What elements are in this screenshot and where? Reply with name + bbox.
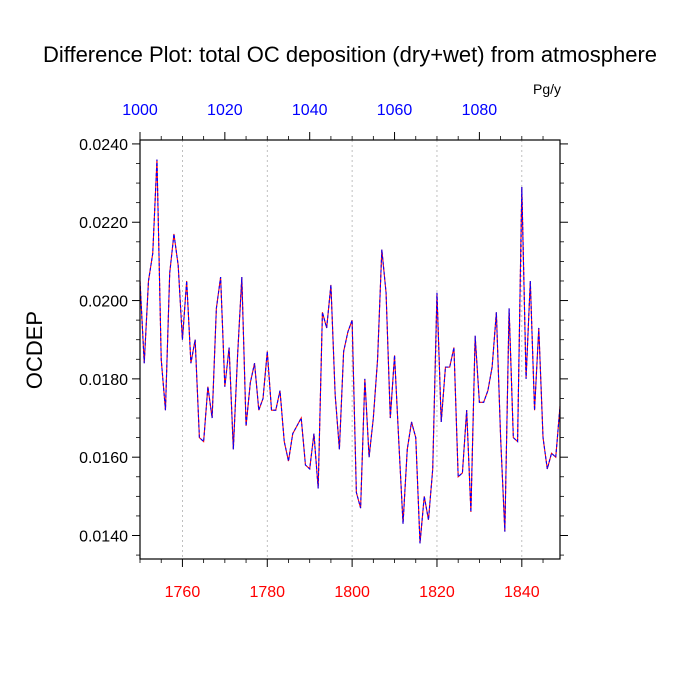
tick-labels: 0.0140 0.0160 0.0180 0.0200 0.0220 0.0240 1760…: [79, 102, 540, 601]
data-series: [139, 159, 561, 544]
x-tick-label-bottom-0: 1760: [165, 584, 201, 601]
x-tick-label-top-3: 1060: [377, 102, 413, 119]
y-tick-label-5: 0.0240: [79, 137, 128, 154]
y-tick-label-1: 0.0160: [79, 450, 128, 467]
chart-title: Difference Plot: total OC deposition (dr…: [43, 42, 657, 67]
series-line-1: [139, 159, 561, 544]
x-tick-label-bottom-2: 1800: [334, 584, 370, 601]
units-label: Pg/y: [533, 81, 561, 97]
y-tick-label-2: 0.0180: [79, 372, 128, 389]
x-tick-label-top-0: 1000: [122, 102, 158, 119]
x-tick-label-bottom-1: 1780: [249, 584, 285, 601]
x-tick-label-bottom-4: 1840: [504, 584, 540, 601]
y-tick-label-0: 0.0140: [79, 529, 128, 546]
x-tick-label-top-1: 1020: [207, 102, 243, 119]
axis-ticks: [132, 132, 568, 567]
y-tick-label-4: 0.0220: [79, 215, 128, 232]
x-tick-label-top-4: 1080: [462, 102, 498, 119]
x-tick-label-top-2: 1040: [292, 102, 328, 119]
series-line-0: [139, 159, 561, 544]
y-tick-label-3: 0.0200: [79, 294, 128, 311]
plot-frame: [139, 139, 561, 560]
y-axis-label: OCDEP: [22, 311, 47, 389]
x-tick-label-bottom-3: 1820: [419, 584, 455, 601]
